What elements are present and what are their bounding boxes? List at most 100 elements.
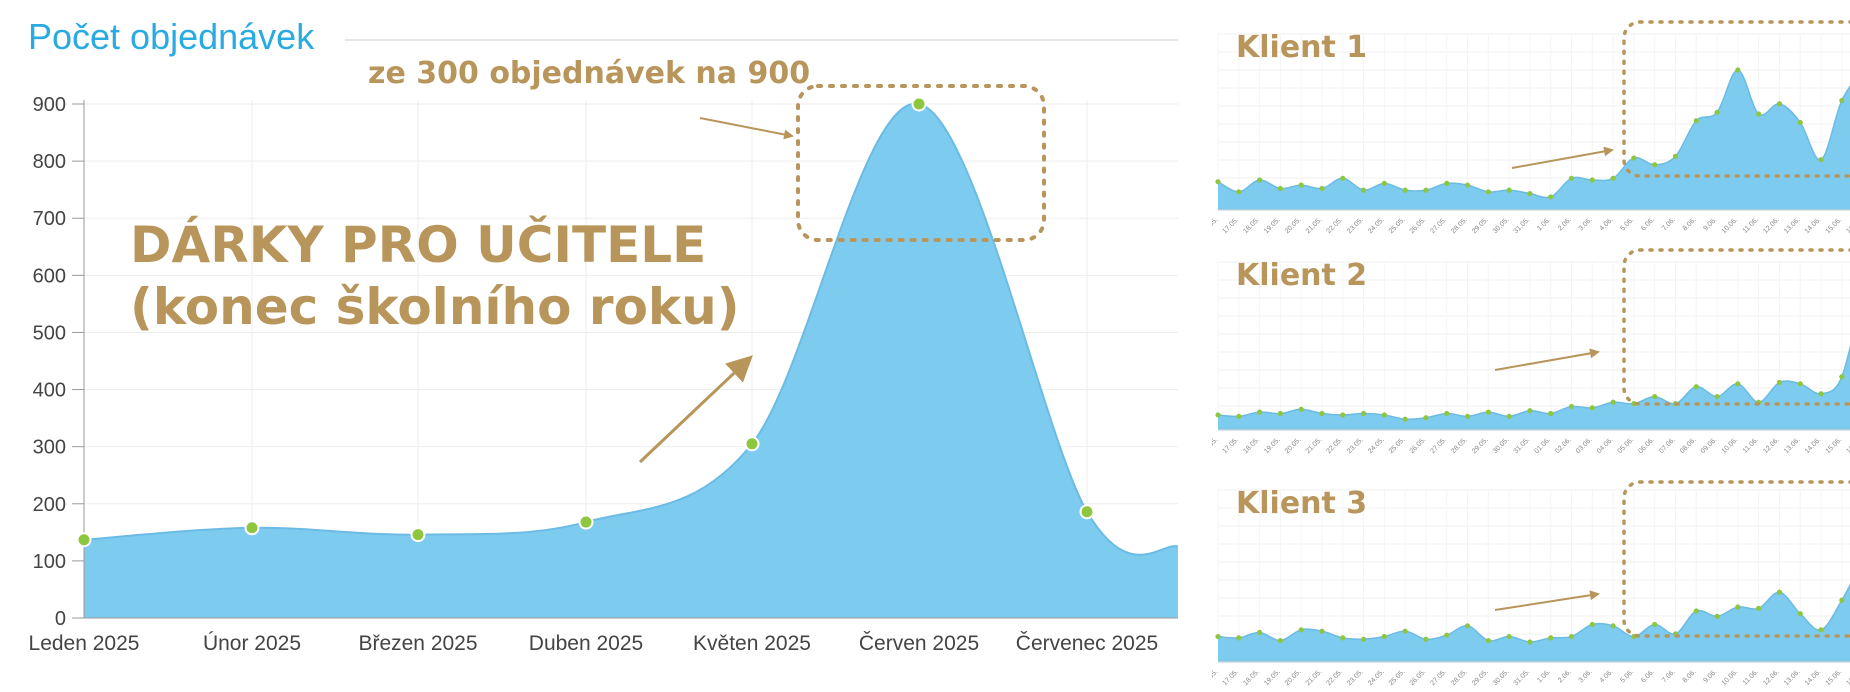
mini-data-point bbox=[1714, 613, 1720, 620]
mini-x-tick-label: 30.05. bbox=[1492, 668, 1511, 687]
data-point bbox=[744, 436, 760, 452]
mini-data-point bbox=[1610, 399, 1616, 405]
mini-x-tick-label: 6.06. bbox=[1640, 668, 1656, 684]
mini-x-tick-label: 6.06. bbox=[1640, 216, 1656, 232]
mini-data-point bbox=[1506, 413, 1512, 419]
mini-data-point bbox=[1340, 412, 1346, 418]
mini-x-tick-label: 04.06. bbox=[1596, 436, 1615, 455]
mini-data-point bbox=[1589, 405, 1595, 411]
mini-data-point bbox=[1589, 621, 1595, 628]
mini-data-point bbox=[1610, 623, 1616, 629]
mini-data-point bbox=[1506, 187, 1512, 193]
x-tick-label: Květen 2025 bbox=[693, 632, 811, 655]
mini-x-tick-label: 28.05. bbox=[1450, 668, 1469, 687]
mini-x-tick-label: 02.06. bbox=[1554, 436, 1573, 455]
mini-data-point bbox=[1818, 391, 1824, 397]
mini-data-point bbox=[1277, 410, 1283, 417]
mini-data-point bbox=[1360, 187, 1367, 193]
mini-data-point bbox=[1527, 639, 1533, 645]
mini-data-point bbox=[1444, 410, 1450, 417]
mini-x-tick-label: 20.05. bbox=[1284, 668, 1303, 687]
mini-x-tick-label: 26.05. bbox=[1409, 436, 1428, 455]
mini-data-point bbox=[1797, 119, 1803, 126]
mini-data-point bbox=[1756, 605, 1762, 611]
y-tick-label: 700 bbox=[33, 208, 66, 230]
mini-x-tick-label: 09.06. bbox=[1700, 436, 1719, 455]
mini-data-point bbox=[1610, 175, 1616, 181]
mini-data-point bbox=[1464, 182, 1471, 188]
client-arrow bbox=[1494, 348, 1600, 371]
mini-x-tick-label: 19.05. bbox=[1263, 668, 1282, 687]
mini-data-point bbox=[1756, 111, 1762, 117]
mini-x-tick-label: 13.06. bbox=[1783, 668, 1802, 687]
data-point bbox=[244, 520, 260, 536]
mini-x-tick-label: 26.05. bbox=[1409, 216, 1428, 235]
mini-data-point bbox=[1839, 97, 1845, 104]
mini-x-tick-label: 20.05. bbox=[1284, 436, 1303, 455]
mini-data-point bbox=[1277, 185, 1283, 192]
y-tick-label: 600 bbox=[33, 265, 66, 287]
mini-x-tick-label: 05.06. bbox=[1617, 436, 1636, 455]
mini-data-point bbox=[1277, 637, 1283, 644]
mini-x-tick-label: 27.05. bbox=[1429, 668, 1448, 687]
mini-x-tick-label: 5.06. bbox=[1619, 216, 1635, 232]
mini-x-tick-label: 29.05. bbox=[1471, 216, 1490, 235]
data-point bbox=[410, 527, 426, 543]
y-tick-label: 800 bbox=[33, 151, 66, 173]
mini-data-point bbox=[1652, 162, 1658, 168]
mini-data-point bbox=[1839, 597, 1845, 603]
mini-x-tick-label: 17.05. bbox=[1221, 668, 1240, 687]
mini-data-point bbox=[1402, 416, 1408, 422]
annotations bbox=[345, 39, 1178, 464]
mini-data-point bbox=[1735, 604, 1741, 610]
mini-x-tick-label: 21.05. bbox=[1305, 436, 1324, 455]
mini-x-tick-label: 22.05. bbox=[1325, 216, 1344, 235]
mini-x-tick-label: 30.05. bbox=[1492, 436, 1511, 455]
mini-data-point bbox=[1381, 412, 1387, 418]
mini-x-tick-label: 23.05. bbox=[1346, 216, 1365, 235]
client-3-chart: 16.05. 17.05. 18.05. 19.05. 20.05. 21.05. 22.0… bbox=[1212, 480, 1850, 687]
x-tick-label: Březen 2025 bbox=[358, 632, 477, 655]
client-2-label: Klient 2 bbox=[1236, 258, 1368, 293]
mini-x-tick-label: 16.05. bbox=[1201, 436, 1220, 455]
mini-x-tick-label: 18.05. bbox=[1242, 216, 1261, 235]
mini-x-tick-label: 19.05. bbox=[1263, 436, 1282, 455]
mini-data-point bbox=[1776, 379, 1783, 386]
mini-x-tick-label: 27.05. bbox=[1429, 216, 1448, 235]
mini-data-point bbox=[1298, 627, 1304, 633]
mini-x-tick-label: 24.05. bbox=[1367, 436, 1386, 455]
mini-x-tick-label: 19.05. bbox=[1263, 216, 1282, 235]
mini-x-tick-label: 15.06. bbox=[1825, 436, 1844, 455]
mini-x-tick-label: 1.06. bbox=[1536, 216, 1552, 232]
mini-data-point bbox=[1464, 623, 1471, 629]
mini-data-point bbox=[1548, 194, 1554, 200]
mini-data-point bbox=[1818, 627, 1824, 633]
mini-x-tick-label: 24.05. bbox=[1367, 216, 1386, 235]
y-tick-label: 300 bbox=[33, 437, 66, 459]
mini-x-tick-label: 14.06. bbox=[1804, 436, 1823, 455]
y-tick-label: 500 bbox=[33, 322, 66, 344]
client-1-label: Klient 1 bbox=[1236, 30, 1368, 65]
mini-data-point bbox=[1423, 415, 1429, 421]
y-tick-label: 0 bbox=[55, 608, 66, 630]
mini-data-point bbox=[1672, 153, 1679, 159]
mini-x-tick-label: 5.06. bbox=[1619, 668, 1635, 684]
mini-x-tick-label: 15.06. bbox=[1825, 216, 1844, 235]
mini-data-point bbox=[1340, 175, 1346, 181]
mini-x-tick-label: 11.06. bbox=[1742, 436, 1760, 454]
mini-x-tick-label: 07.06. bbox=[1658, 436, 1677, 455]
mini-x-tick-label: 2.06. bbox=[1557, 668, 1573, 684]
mini-data-point bbox=[1714, 109, 1720, 115]
mini-x-tick-label: 29.05. bbox=[1471, 436, 1490, 455]
peak-highlight-box bbox=[796, 84, 1046, 242]
mini-series-area bbox=[1218, 585, 1850, 662]
mini-data-point bbox=[1215, 179, 1221, 185]
mini-x-tick-label: 31.05. bbox=[1513, 216, 1532, 235]
mini-data-point bbox=[1236, 189, 1242, 195]
mini-x-tick-label: 7.06. bbox=[1661, 668, 1677, 684]
mini-charts: 16.05. 17.05. 18.05. 19.05. 20.05. 21.05. 22.0… bbox=[1201, 20, 1850, 687]
mini-x-tick-label: 7.06. bbox=[1661, 216, 1677, 232]
mini-data-point bbox=[1319, 628, 1325, 634]
mini-data-point bbox=[1340, 635, 1346, 641]
mini-data-point bbox=[1298, 406, 1304, 412]
